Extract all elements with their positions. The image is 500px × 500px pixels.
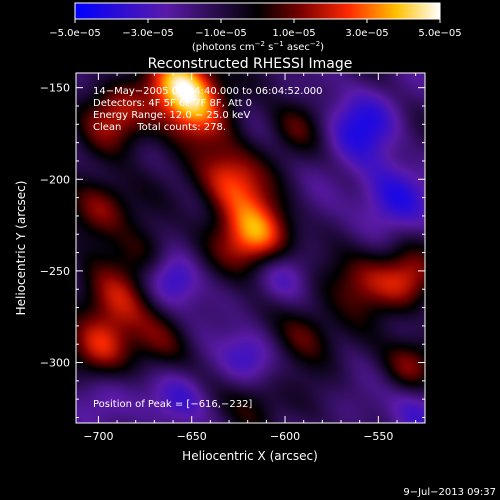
- x-tick-label: −550: [363, 430, 393, 443]
- colorbar-tick-label: −5.0e−05: [49, 28, 101, 39]
- info-line-3: Energy Range: 12.0 − 25.0 keV: [93, 110, 250, 121]
- chart-title: Reconstructed RHESSI Image: [148, 56, 353, 72]
- colorbar-ticks: −5.0e−05 −3.0e−05 −1.0e−05 1.0e−05 3.0e−05 5.…: [49, 19, 462, 39]
- plot-frame: [75, 72, 426, 424]
- y-tick-label: −150: [40, 82, 70, 95]
- y-tick-label: −200: [40, 173, 70, 186]
- colorbar-tick-label: 5.0e−05: [418, 28, 461, 39]
- colorbar-tick-label: 1.0e−05: [272, 28, 315, 39]
- colorbar: [74, 2, 441, 20]
- timestamp: 9−Jul−2013 09:37: [403, 487, 496, 498]
- info-line-4: Clean Total counts: 278.: [93, 122, 226, 133]
- y-tick-label: −300: [40, 357, 70, 370]
- x-tick-label: −600: [270, 430, 300, 443]
- colorbar-tick-label: −1.0e−05: [195, 28, 247, 39]
- x-tick-label: −650: [177, 430, 207, 443]
- axis-ticks: −700 −650 −600 −550 −150 −200 −250 −300: [40, 73, 425, 443]
- x-tick-label: −700: [83, 430, 113, 443]
- heatmap-image: [76, 73, 425, 423]
- y-tick-label: −250: [40, 265, 70, 278]
- peak-position-label: Position of Peak = [−616,−232]: [93, 399, 252, 410]
- colorbar-unit-label: (photons cm−2 s−1 asec−2): [192, 40, 324, 53]
- colorbar-tick-label: −3.0e−05: [122, 28, 174, 39]
- info-line-2: Detectors: 4F 5F 6F 7F 8F, Att 0: [93, 98, 252, 109]
- x-axis-label: Heliocentric X (arcsec): [182, 449, 318, 463]
- info-line-1: 14−May−2005 06:04:40.000 to 06:04:52.000: [93, 86, 323, 97]
- colorbar-tick-label: 3.0e−05: [345, 28, 388, 39]
- y-axis-label: Heliocentric Y (arcsec): [14, 181, 28, 316]
